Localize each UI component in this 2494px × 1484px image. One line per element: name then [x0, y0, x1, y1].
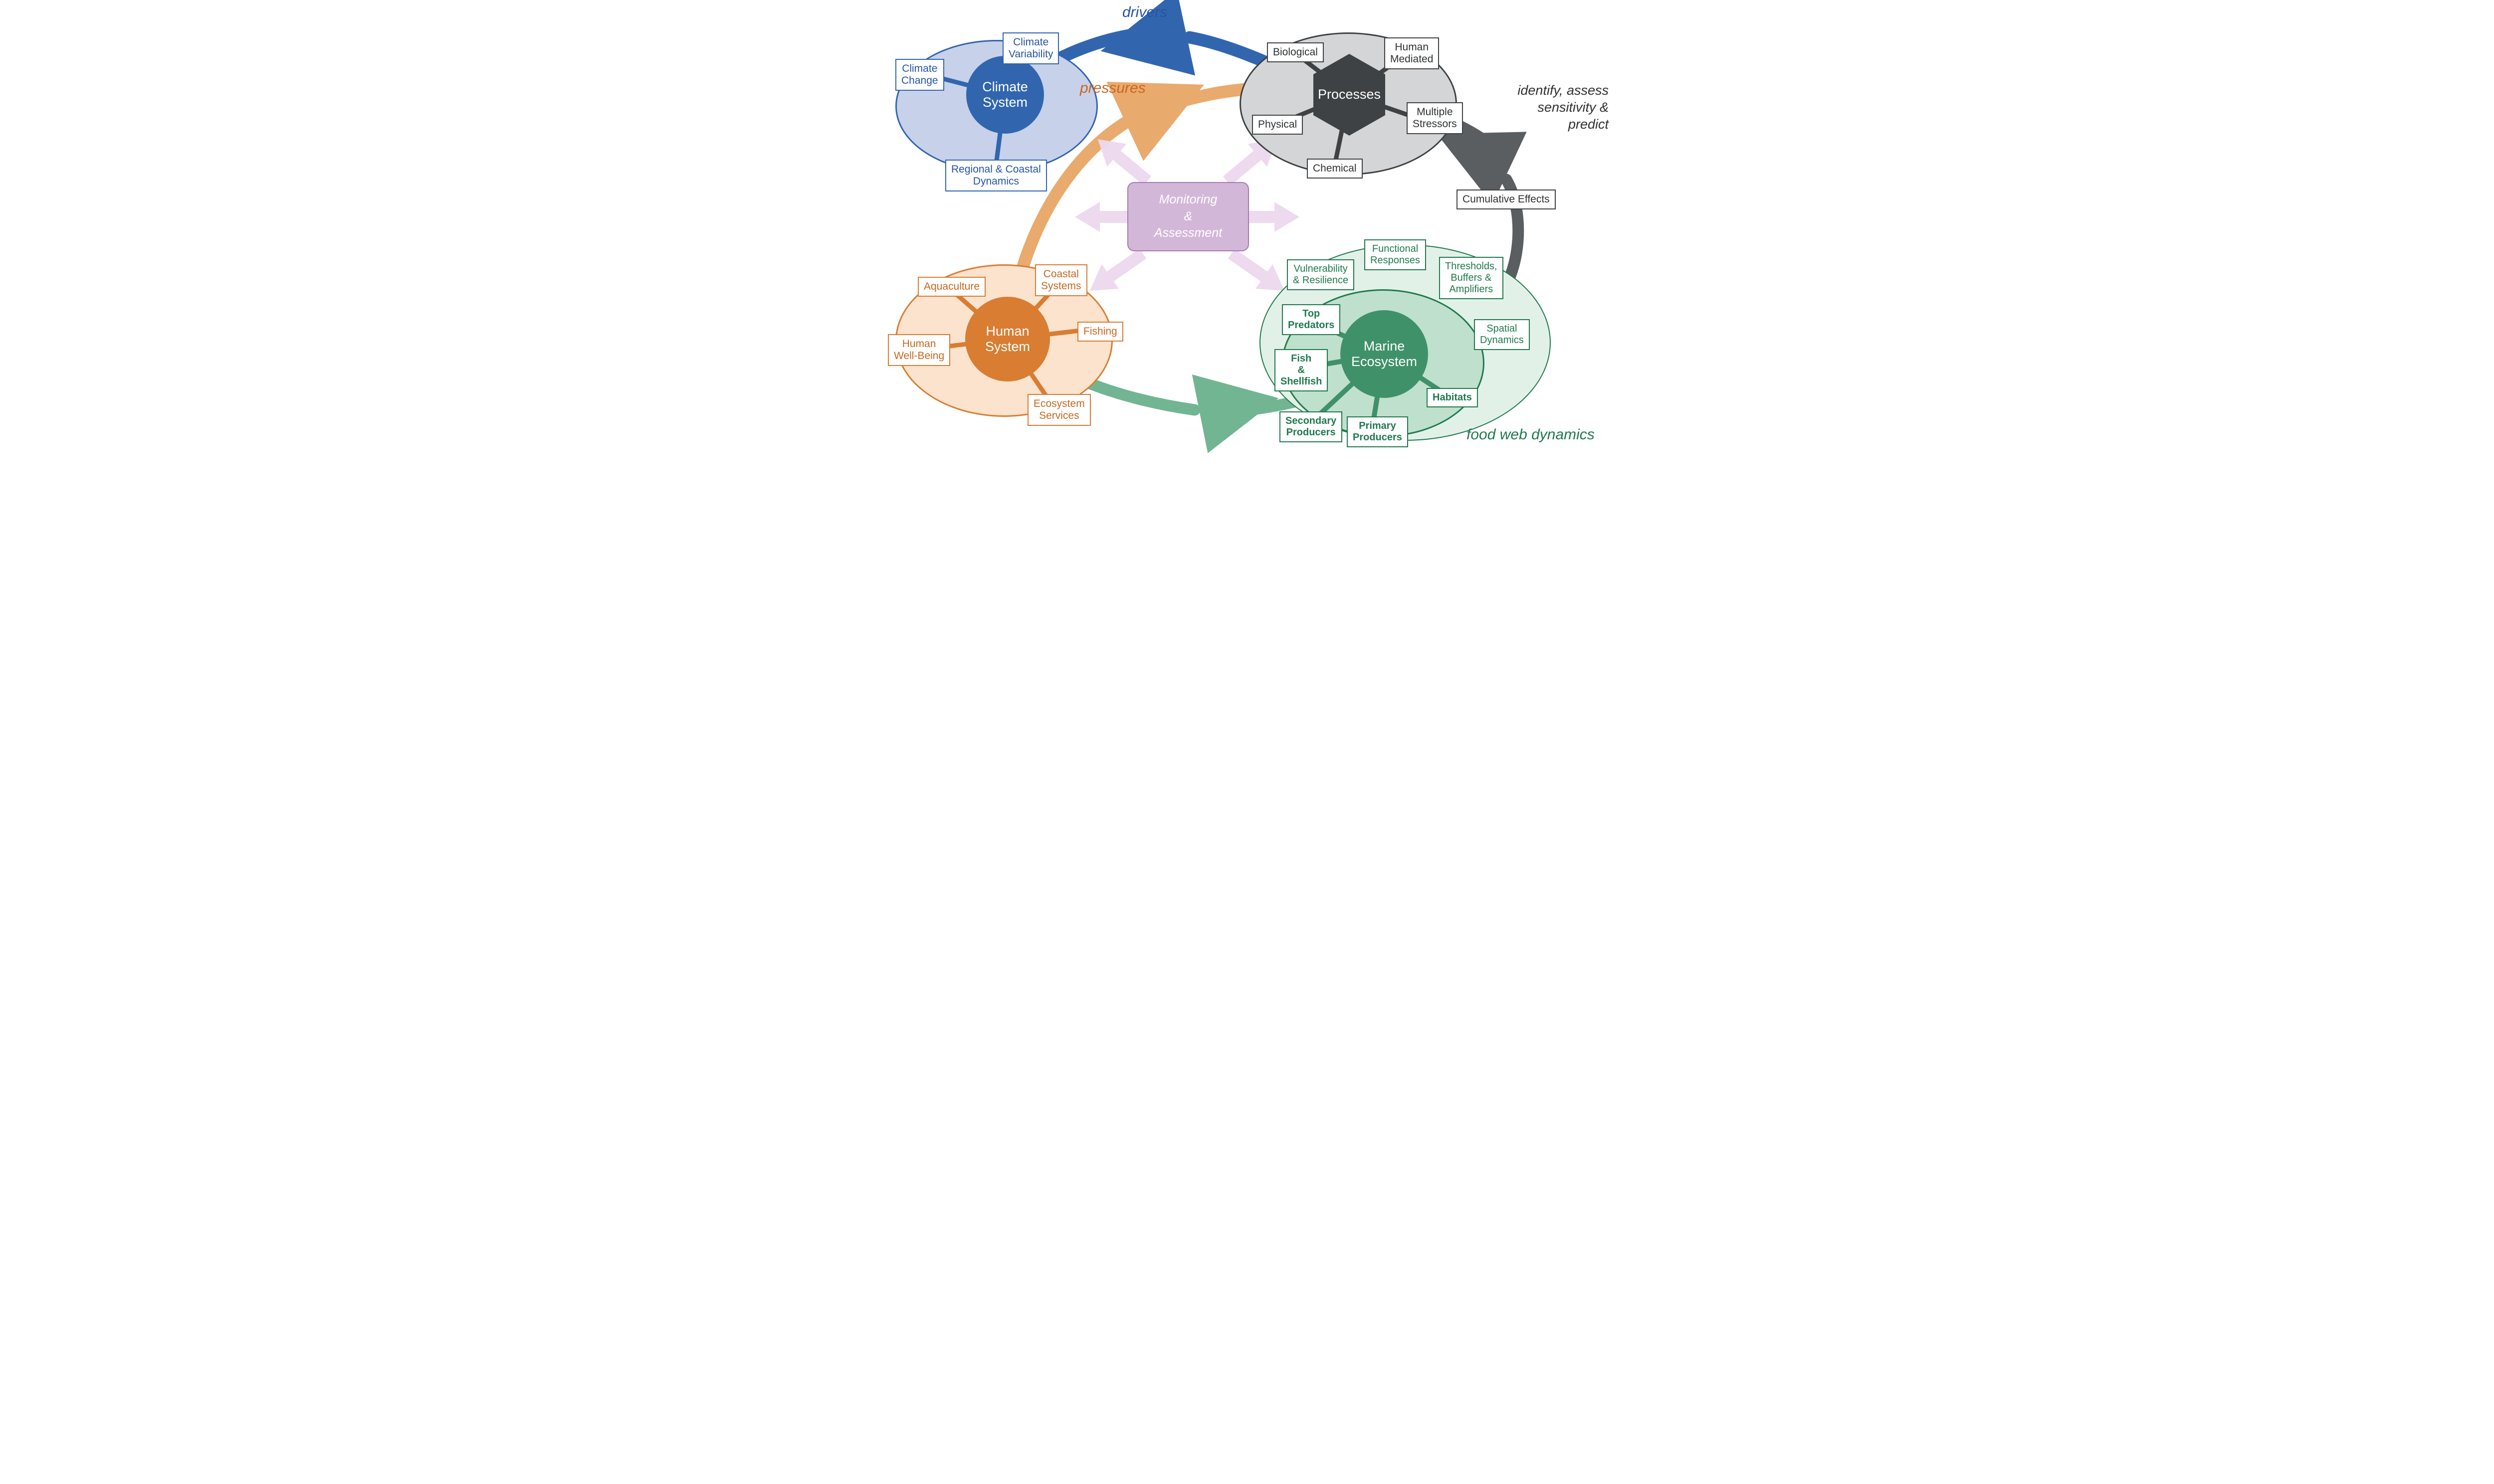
box-aquaculture: Aquaculture	[918, 277, 986, 297]
box-fish-shellfish: Fish & Shellfish	[1274, 349, 1328, 391]
box-human-mediated: Human Mediated	[1384, 37, 1439, 69]
human-hub: Human System	[965, 297, 1050, 381]
box-wellbeing: Human Well-Being	[888, 334, 950, 366]
human-hub-label: Human System	[965, 324, 1050, 355]
monitoring-box: Monitoring & Assessment	[1127, 182, 1249, 251]
box-multiple-stressors: Multiple Stressors	[1407, 102, 1463, 134]
box-top-predators: Top Predators	[1282, 304, 1340, 335]
marine-hub: Marine Ecosystem	[1340, 310, 1428, 398]
label-foodweb: food web dynamics	[1466, 426, 1595, 443]
processes-hub-label: Processes	[1318, 87, 1381, 102]
box-cumulative: Cumulative Effects	[1456, 189, 1556, 209]
box-primary-producers: Primary Producers	[1347, 416, 1408, 447]
label-pressures: pressures	[1080, 80, 1146, 97]
climate-hub: Climate System	[966, 56, 1044, 134]
label-drivers: drivers	[1122, 4, 1167, 21]
box-physical: Physical	[1252, 115, 1303, 135]
box-fishing: Fishing	[1077, 322, 1123, 342]
box-secondary-producers: Secondary Producers	[1279, 411, 1342, 442]
box-climate-variability: Climate Variability	[1003, 32, 1059, 64]
climate-hub-label: Climate System	[966, 79, 1044, 110]
box-chemical: Chemical	[1307, 159, 1363, 179]
box-regional-dynamics: Regional & Coastal Dynamics	[945, 160, 1047, 191]
box-ecosystem-services: Ecosystem Services	[1028, 394, 1091, 426]
box-functional-responses: Functional Responses	[1364, 239, 1426, 270]
box-habitats: Habitats	[1427, 388, 1478, 407]
box-coastal-systems: Coastal Systems	[1035, 264, 1087, 296]
marine-hub-label: Marine Ecosystem	[1340, 339, 1428, 370]
box-vulnerability: Vulnerability & Resilience	[1287, 259, 1354, 290]
processes-hub: Processes	[1313, 74, 1385, 116]
diagram-stage: Climate System Human System Processes Ma…	[880, 0, 1614, 456]
box-biological: Biological	[1267, 42, 1324, 62]
box-climate-change: Climate Change	[895, 59, 944, 91]
box-thresholds: Thresholds, Buffers & Amplifiers	[1439, 257, 1503, 299]
box-spatial-dynamics: Spatial Dynamics	[1474, 319, 1530, 350]
label-identify: identify, assess sensitivity & predict	[1496, 82, 1609, 133]
monitoring-label: Monitoring & Assessment	[1154, 191, 1222, 242]
